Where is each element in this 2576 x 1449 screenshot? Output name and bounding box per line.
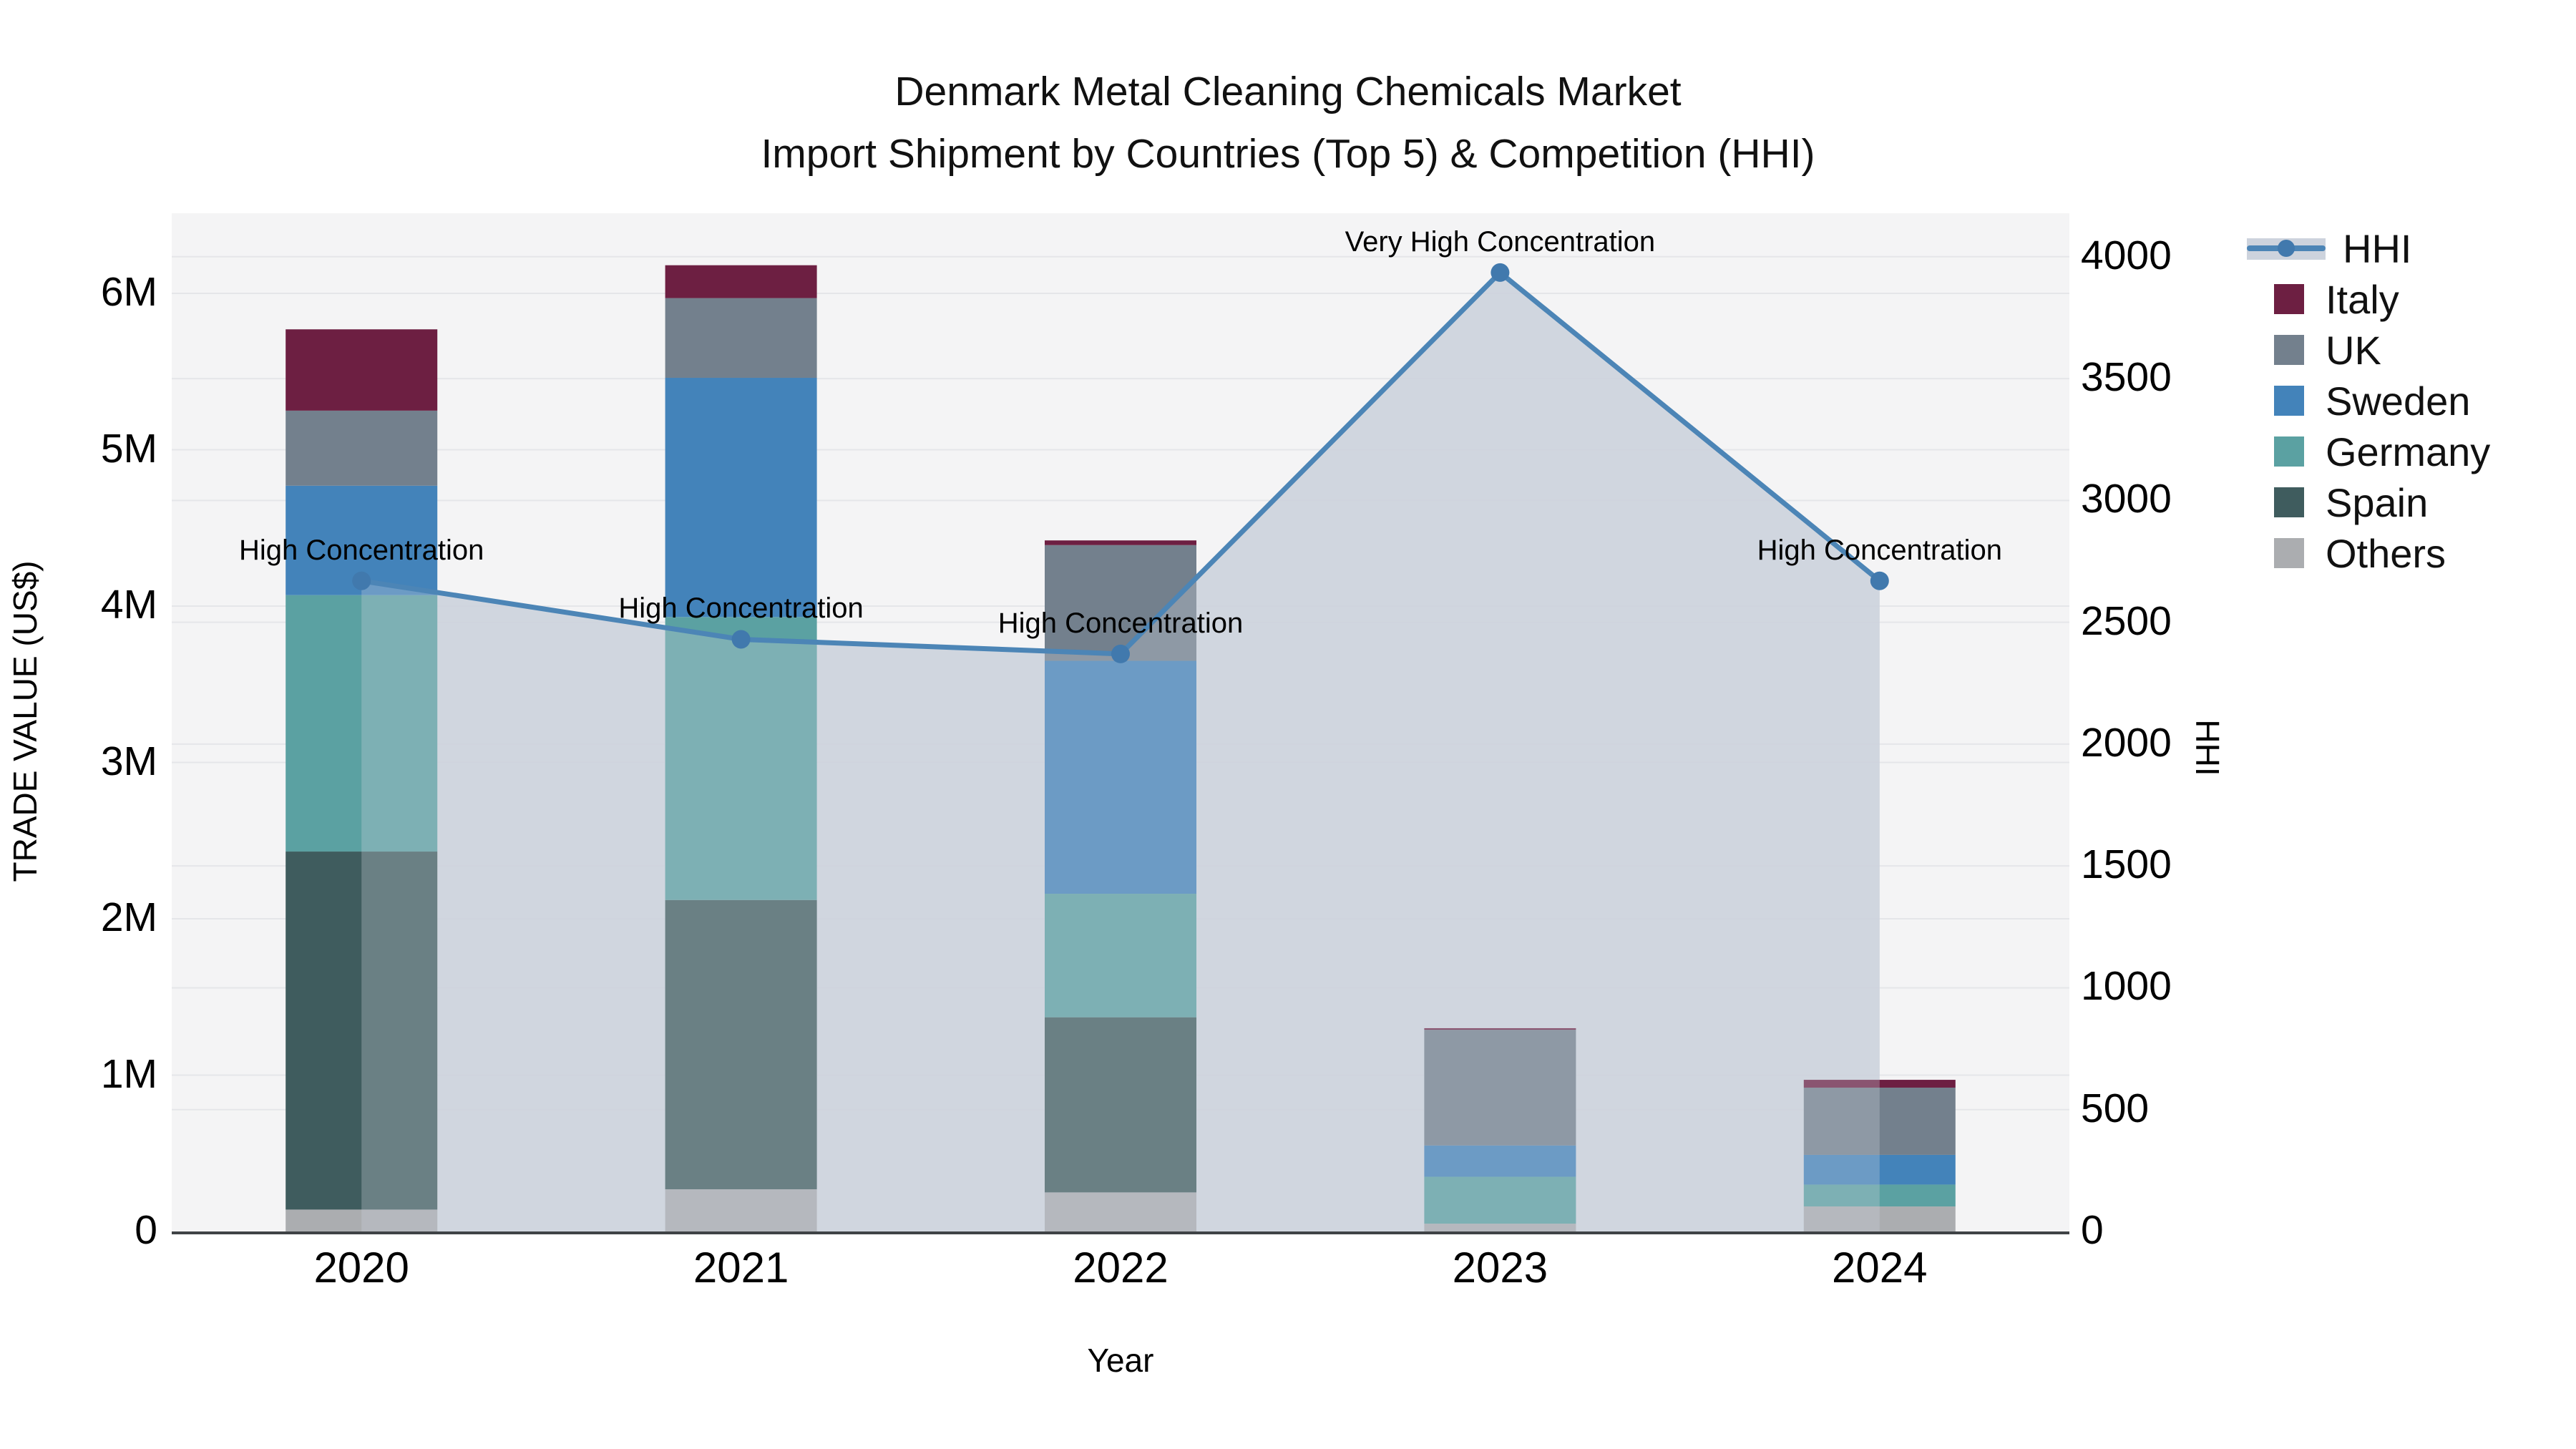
right-tick-3500: 3500 bbox=[2081, 354, 2172, 401]
bar-2023-germany bbox=[1424, 1176, 1576, 1224]
legend-label-others: Others bbox=[2326, 530, 2446, 576]
bar-2022-sweden bbox=[1045, 660, 1196, 894]
bar-2023-sweden bbox=[1424, 1145, 1576, 1177]
legend-label-hhi: HHI bbox=[2343, 225, 2412, 271]
x-tick-2021: 2021 bbox=[693, 1244, 789, 1292]
bar-2020-uk bbox=[286, 410, 438, 486]
annotation-2021: High Concentration bbox=[618, 592, 864, 625]
chart-title-line-2: Import Shipment by Countries (Top 5) & C… bbox=[761, 131, 1815, 177]
bar-2024-uk bbox=[1803, 1087, 1956, 1155]
bar-2021-uk bbox=[665, 298, 817, 378]
legend-label-spain: Spain bbox=[2326, 479, 2429, 525]
legend-swatch-spain bbox=[2274, 487, 2304, 517]
hhi-marker-2023 bbox=[1491, 263, 1510, 282]
legend-swatch-sweden bbox=[2274, 386, 2304, 416]
left-tick-2M: 2M bbox=[100, 894, 157, 940]
left-tick-6M: 6M bbox=[100, 269, 157, 315]
hhi-marker-2021 bbox=[731, 630, 751, 649]
right-axis-title: HHI bbox=[2189, 719, 2226, 776]
x-tick-2024: 2024 bbox=[1832, 1244, 1928, 1292]
legend-item-germany[interactable]: Germany bbox=[2247, 426, 2490, 477]
hhi-marker-2020 bbox=[352, 571, 371, 590]
legend-item-spain[interactable]: Spain bbox=[2247, 477, 2428, 527]
legend-label-uk: UK bbox=[2326, 327, 2381, 373]
right-tick-1500: 1500 bbox=[2081, 841, 2172, 888]
bar-2022-italy bbox=[1045, 540, 1196, 545]
annotation-2024: High Concentration bbox=[1757, 534, 2002, 566]
legend-swatch-others bbox=[2274, 538, 2304, 568]
bar-2021-others bbox=[665, 1189, 817, 1231]
hhi-area-overlay bbox=[361, 272, 1880, 1231]
bar-2023-others bbox=[1424, 1224, 1576, 1231]
right-tick-0: 0 bbox=[2081, 1207, 2104, 1253]
bar-2021-spain bbox=[665, 899, 817, 1190]
left-tick-5M: 5M bbox=[100, 425, 157, 472]
left-tick-4M: 4M bbox=[100, 582, 157, 628]
left-tick-0: 0 bbox=[135, 1207, 157, 1253]
bar-2022-spain bbox=[1045, 1017, 1196, 1193]
x-tick-2020: 2020 bbox=[313, 1244, 409, 1292]
legend-item-others[interactable]: Others bbox=[2247, 528, 2446, 578]
left-axis-title: TRADE VALUE (US$) bbox=[6, 560, 44, 882]
legend-hhi-line-icon bbox=[2247, 233, 2326, 264]
left-tick-1M: 1M bbox=[100, 1050, 157, 1097]
right-tick-1000: 1000 bbox=[2081, 963, 2172, 1010]
bar-2020-spain bbox=[286, 852, 438, 1210]
chart-title-line-1: Denmark Metal Cleaning Chemicals Market bbox=[894, 69, 1682, 114]
bar-2021-sweden bbox=[665, 377, 817, 618]
legend-swatch-uk bbox=[2274, 335, 2304, 365]
bar-2021-germany bbox=[665, 617, 817, 900]
x-axis-title: Year bbox=[1087, 1342, 1154, 1379]
legend-item-sweden[interactable]: Sweden bbox=[2247, 376, 2470, 426]
bar-2023-italy bbox=[1424, 1028, 1576, 1030]
bar-2024-italy bbox=[1803, 1080, 1956, 1088]
hhi-marker-2024 bbox=[1870, 571, 1889, 590]
x-tick-2022: 2022 bbox=[1073, 1244, 1169, 1292]
annotation-2020: High Concentration bbox=[238, 534, 484, 566]
bar-2020-italy bbox=[286, 329, 438, 411]
bar-2020-others bbox=[286, 1209, 438, 1231]
legend-item-hhi[interactable]: HHI bbox=[2247, 223, 2411, 273]
legend-label-sweden: Sweden bbox=[2326, 378, 2471, 424]
x-tick-2023: 2023 bbox=[1452, 1244, 1548, 1292]
legend-label-germany: Germany bbox=[2326, 429, 2491, 474]
bar-2023-uk bbox=[1424, 1030, 1576, 1146]
left-tick-3M: 3M bbox=[100, 738, 157, 784]
bar-2024-germany bbox=[1803, 1184, 1956, 1207]
right-tick-3000: 3000 bbox=[2081, 476, 2172, 522]
right-tick-2500: 2500 bbox=[2081, 597, 2172, 644]
bar-2020-germany bbox=[286, 595, 438, 852]
bar-2024-sweden bbox=[1803, 1154, 1956, 1185]
bar-2021-italy bbox=[665, 265, 817, 298]
right-tick-4000: 4000 bbox=[2081, 232, 2172, 278]
legend-item-italy[interactable]: Italy bbox=[2247, 274, 2399, 324]
annotation-2022: High Concentration bbox=[997, 607, 1244, 639]
legend-item-uk[interactable]: UK bbox=[2247, 325, 2381, 375]
right-tick-500: 500 bbox=[2081, 1085, 2150, 1131]
right-tick-2000: 2000 bbox=[2081, 719, 2172, 766]
legend-swatch-italy bbox=[2274, 284, 2304, 314]
bar-2024-others bbox=[1803, 1206, 1956, 1231]
hhi-marker-2022 bbox=[1111, 644, 1130, 663]
legend-swatch-germany bbox=[2274, 436, 2304, 467]
annotation-2023: Very High Concentration bbox=[1345, 225, 1656, 258]
legend-hhi-marker-dot bbox=[2278, 240, 2295, 257]
legend-label-italy: Italy bbox=[2326, 276, 2399, 322]
bar-2022-others bbox=[1045, 1192, 1196, 1231]
bar-2022-germany bbox=[1045, 894, 1196, 1018]
